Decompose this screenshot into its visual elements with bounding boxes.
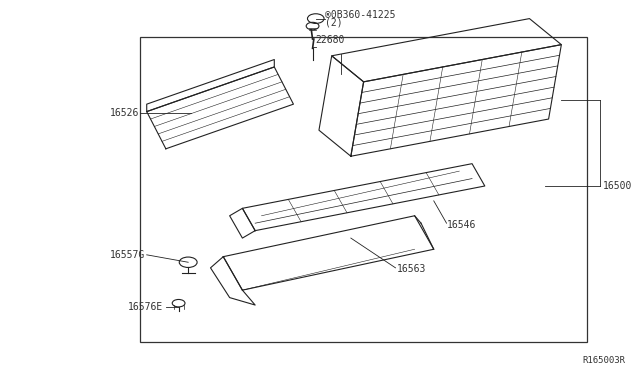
Text: 16563: 16563	[397, 264, 426, 273]
Text: (2): (2)	[325, 17, 343, 27]
Text: 22680: 22680	[316, 35, 345, 45]
Bar	[140, 37, 587, 342]
Text: 16526: 16526	[109, 109, 139, 118]
Text: R165003R: R165003R	[582, 356, 625, 365]
Text: 16546: 16546	[447, 220, 476, 230]
Text: 16576E: 16576E	[127, 302, 163, 312]
Text: 16557G: 16557G	[110, 250, 145, 260]
Text: ®0B360-41225: ®0B360-41225	[325, 10, 396, 20]
Text: 16500: 16500	[603, 181, 632, 191]
